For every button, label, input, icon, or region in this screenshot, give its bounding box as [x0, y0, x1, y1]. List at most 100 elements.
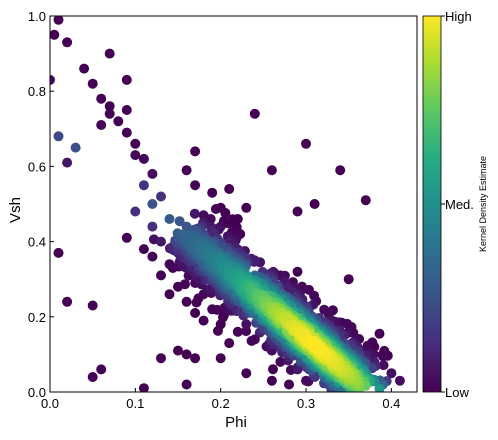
y-tick-label: 0.4: [28, 235, 46, 250]
data-point: [360, 195, 371, 206]
data-point: [53, 16, 64, 25]
data-point: [190, 308, 201, 318]
data-point: [53, 131, 64, 142]
data-point: [50, 29, 60, 40]
data-point: [374, 328, 385, 339]
data-point: [181, 379, 192, 390]
data-point: [121, 105, 132, 115]
data-point: [147, 199, 158, 209]
data-point: [292, 206, 303, 217]
data-point: [386, 368, 397, 379]
data-point: [220, 208, 231, 218]
data-point: [181, 221, 192, 232]
data-point: [377, 351, 388, 362]
data-point: [138, 153, 149, 164]
data-point: [62, 296, 73, 307]
data-point: [87, 372, 98, 382]
data-point: [180, 279, 190, 290]
data-point: [121, 74, 132, 85]
data-point: [113, 116, 124, 127]
data-point: [215, 353, 226, 364]
data-point: [121, 232, 132, 243]
x-axis-ticks: 0.0 0.1 0.2 0.3 0.4: [41, 388, 400, 411]
data-point: [309, 199, 320, 209]
data-point: [335, 165, 346, 176]
data-point: [301, 138, 311, 149]
colorbar-tick-label: High: [445, 9, 472, 24]
data-point: [181, 349, 192, 360]
data-point: [173, 345, 183, 356]
data-point: [130, 138, 141, 149]
x-tick-label: 0.0: [41, 396, 59, 411]
data-point: [284, 379, 294, 390]
colorbar: [422, 15, 442, 393]
y-tick-label: 0.2: [28, 310, 46, 325]
data-point: [207, 187, 218, 198]
data-point: [268, 364, 278, 375]
data-point: [87, 300, 98, 311]
data-point: [156, 270, 166, 281]
scatter-points: [50, 16, 405, 392]
data-point: [138, 180, 149, 191]
data-point: [249, 108, 260, 119]
data-point: [266, 165, 277, 176]
data-point: [156, 236, 166, 247]
data-point: [241, 202, 252, 213]
x-tick-label: 0.1: [126, 396, 144, 411]
data-point: [104, 108, 115, 119]
y-axis-label: Vsh: [7, 197, 24, 223]
colorbar-ticks: Low Med. High: [441, 9, 474, 400]
data-point: [156, 191, 166, 202]
data-point: [147, 168, 158, 179]
y-axis-ticks: 0.0 0.2 0.4 0.6 0.8 1.0: [28, 9, 54, 400]
data-point: [96, 93, 107, 104]
data-point: [198, 315, 209, 326]
data-point: [164, 259, 175, 270]
colorbar-label: Kernel Density Estimate: [478, 156, 488, 252]
data-point: [190, 353, 201, 364]
data-point: [292, 266, 303, 277]
data-point: [374, 383, 385, 392]
data-point: [241, 368, 252, 379]
data-point: [210, 204, 221, 214]
data-point: [147, 221, 158, 232]
data-point: [224, 338, 235, 349]
data-point: [343, 274, 354, 285]
data-point: [378, 360, 389, 371]
data-point: [104, 101, 115, 112]
data-point: [307, 338, 318, 349]
data-point: [147, 251, 158, 262]
data-point: [181, 296, 192, 307]
data-point: [70, 142, 81, 153]
data-point: [62, 157, 73, 168]
data-point: [96, 120, 107, 130]
data-point: [62, 37, 73, 48]
data-point: [138, 383, 149, 392]
data-point: [104, 48, 115, 59]
data-point: [189, 208, 200, 219]
data-point: [181, 165, 192, 176]
x-tick-label: 0.3: [297, 396, 315, 411]
data-point: [50, 74, 55, 85]
data-point: [241, 319, 252, 330]
data-point: [266, 375, 277, 386]
x-tick-label: 0.2: [212, 396, 230, 411]
data-point: [174, 216, 185, 227]
y-tick-label: 1.0: [28, 9, 46, 24]
data-point: [224, 184, 235, 194]
data-point: [190, 180, 201, 191]
colorbar-tick-label: Med.: [445, 197, 474, 212]
data-point: [53, 247, 64, 258]
data-point: [198, 210, 209, 221]
data-point: [275, 356, 286, 367]
data-point: [87, 78, 98, 89]
data-point: [164, 214, 175, 224]
data-point: [79, 63, 90, 74]
data-point: [130, 150, 141, 161]
data-point: [130, 206, 141, 217]
y-tick-label: 0.0: [28, 385, 46, 400]
x-tick-label: 0.4: [382, 396, 400, 411]
data-point: [164, 289, 175, 300]
x-axis-label: Phi: [225, 414, 247, 431]
